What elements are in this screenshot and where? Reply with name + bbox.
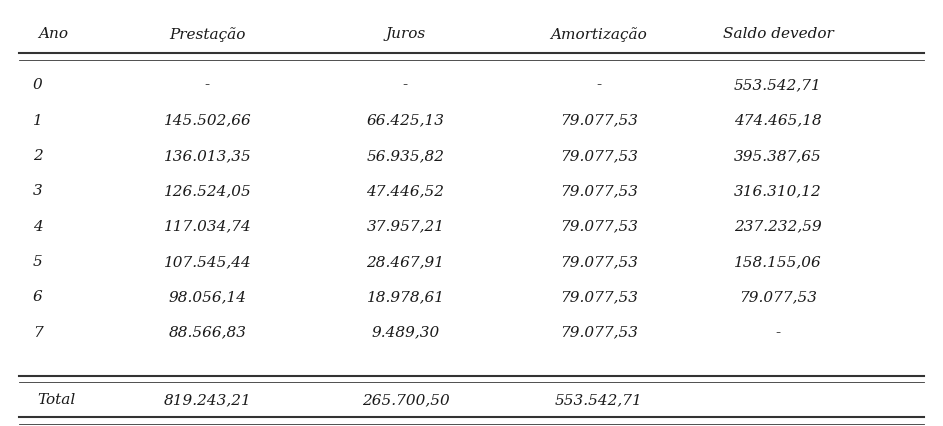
Text: Prestação: Prestação: [170, 27, 245, 41]
Text: 79.077,53: 79.077,53: [560, 326, 637, 340]
Text: 237.232,59: 237.232,59: [734, 220, 822, 233]
Text: 79.077,53: 79.077,53: [560, 291, 637, 304]
Text: 47.446,52: 47.446,52: [367, 184, 444, 198]
Text: 6: 6: [33, 291, 42, 304]
Text: 316.310,12: 316.310,12: [734, 184, 822, 198]
Text: 79.077,53: 79.077,53: [560, 184, 637, 198]
Text: 3: 3: [33, 184, 42, 198]
Text: Saldo devedor: Saldo devedor: [722, 27, 834, 41]
Text: 88.566,83: 88.566,83: [169, 326, 246, 340]
Text: 136.013,35: 136.013,35: [163, 149, 252, 163]
Text: -: -: [596, 78, 602, 92]
Text: Ano: Ano: [38, 27, 68, 41]
Text: Total: Total: [38, 394, 76, 407]
Text: 819.243,21: 819.243,21: [163, 394, 252, 407]
Text: 158.155,06: 158.155,06: [734, 255, 822, 269]
Text: 265.700,50: 265.700,50: [361, 394, 450, 407]
Text: 5: 5: [33, 255, 42, 269]
Text: 107.545,44: 107.545,44: [163, 255, 252, 269]
Text: 1: 1: [33, 114, 42, 127]
Text: 0: 0: [33, 78, 42, 92]
Text: 79.077,53: 79.077,53: [560, 114, 637, 127]
Text: 79.077,53: 79.077,53: [739, 291, 817, 304]
Text: Juros: Juros: [386, 27, 425, 41]
Text: -: -: [775, 326, 781, 340]
Text: 7: 7: [33, 326, 42, 340]
Text: 18.978,61: 18.978,61: [367, 291, 444, 304]
Text: 2: 2: [33, 149, 42, 163]
Text: 126.524,05: 126.524,05: [163, 184, 252, 198]
Text: 79.077,53: 79.077,53: [560, 220, 637, 233]
Text: 145.502,66: 145.502,66: [163, 114, 252, 127]
Text: 4: 4: [33, 220, 42, 233]
Text: 553.542,71: 553.542,71: [554, 394, 643, 407]
Text: 79.077,53: 79.077,53: [560, 149, 637, 163]
Text: 56.935,82: 56.935,82: [367, 149, 444, 163]
Text: Amortização: Amortização: [551, 27, 647, 41]
Text: -: -: [205, 78, 210, 92]
Text: 98.056,14: 98.056,14: [169, 291, 246, 304]
Text: 553.542,71: 553.542,71: [734, 78, 822, 92]
Text: -: -: [403, 78, 408, 92]
Text: 79.077,53: 79.077,53: [560, 255, 637, 269]
Text: 28.467,91: 28.467,91: [367, 255, 444, 269]
Text: 66.425,13: 66.425,13: [367, 114, 444, 127]
Text: 9.489,30: 9.489,30: [372, 326, 439, 340]
Text: 37.957,21: 37.957,21: [367, 220, 444, 233]
Text: 395.387,65: 395.387,65: [734, 149, 822, 163]
Text: 474.465,18: 474.465,18: [734, 114, 822, 127]
Text: 117.034,74: 117.034,74: [163, 220, 252, 233]
